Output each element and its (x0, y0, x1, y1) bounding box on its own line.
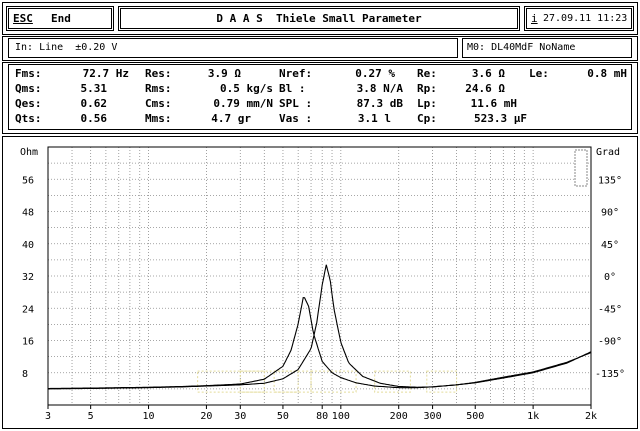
y2-tick-label: -135° (595, 369, 625, 380)
impedance-curve (48, 296, 592, 390)
end-label: End (51, 12, 71, 25)
x-tick-label: 3 (45, 411, 51, 422)
y2-tick-label: 90° (601, 208, 619, 219)
x-tick-label: 300 (424, 411, 442, 422)
marker-box (310, 370, 357, 393)
param-value: 3.6 Ω (471, 67, 505, 80)
y2-axis-unit: Grad (596, 147, 620, 158)
y-tick-label: 8 (22, 369, 28, 380)
param-value: 11.6 mH (470, 97, 517, 110)
param-label: Fms: (15, 67, 42, 80)
marker-box (273, 370, 312, 393)
param-value: 3.1 l (357, 112, 391, 125)
param-value: 4.7 gr (211, 112, 251, 125)
param-value: 72.7 Hz (82, 67, 129, 80)
memory-panel[interactable]: M0: DL40MdF NoName (462, 38, 632, 58)
x-tick-label: 20 (200, 411, 212, 422)
y-axis-unit: Ohm (20, 147, 38, 158)
esc-key-label: ESC (13, 12, 33, 25)
x-tick-label: 200 (390, 411, 408, 422)
param-value: 3.8 N/A (356, 82, 403, 95)
marker-box (239, 370, 265, 393)
param-value: 5.31 (80, 82, 108, 95)
marker-box (374, 370, 411, 393)
param-label: Mms: (145, 112, 172, 125)
param-value: 0.27 % (355, 67, 395, 80)
marker-box (197, 370, 299, 393)
x-tick-label: 100 (332, 411, 350, 422)
input-level-panel[interactable]: In: Line ±0.20 V (8, 38, 458, 58)
impedance-curve (48, 264, 592, 390)
y2-tick-label: -90° (598, 337, 622, 348)
param-label: Qms: (15, 82, 42, 95)
param-label: Nref: (279, 67, 313, 80)
y-tick-label: 40 (22, 240, 34, 251)
param-label: Qts: (15, 112, 42, 125)
param-value: 0.5 kg/s (220, 82, 273, 95)
chart-frame (2, 136, 638, 429)
y-tick-label: 56 (22, 175, 34, 186)
param-label: Rms: (145, 82, 172, 95)
x-tick-label: 500 (466, 411, 484, 422)
param-value: 523.3 µF (474, 112, 527, 125)
param-label: Qes: (15, 97, 42, 110)
chart-grid (48, 147, 591, 405)
y2-tick-label: -45° (598, 304, 622, 315)
x-tick-label: 2k (585, 411, 597, 422)
x-tick-label: 10 (143, 411, 155, 422)
y2-tick-label: 135° (598, 175, 622, 186)
param-label: Lp: (417, 97, 437, 110)
param-value: 24.6 Ω (465, 82, 505, 95)
y-tick-label: 48 (22, 208, 34, 219)
y2-tick-label: 0° (604, 272, 616, 283)
y-tick-label: 16 (22, 337, 34, 348)
app-title: D A A S Thiele Small Parameter (216, 12, 422, 25)
y-tick-label: 32 (22, 272, 34, 283)
param-value: 0.8 mH (587, 67, 627, 80)
y-tick-label: 24 (22, 304, 34, 315)
memory-text: M0: DL40MdF NoName (467, 42, 576, 53)
chart-scroll-handle[interactable] (574, 149, 588, 187)
curves (48, 264, 592, 390)
x-tick-label: 80 (316, 411, 328, 422)
param-value: 0.56 (80, 112, 108, 125)
plot-area-border (47, 146, 592, 406)
param-label: Vas : (279, 112, 313, 125)
param-value: 87.3 dB (356, 97, 403, 110)
y-axis-labels: 56 48 40 32 24 16 8 (22, 175, 34, 380)
title-panel: D A A S Thiele Small Parameter (118, 6, 520, 31)
x-tick-label: 5 (88, 411, 94, 422)
param-value: 3.9 Ω (207, 67, 241, 80)
x-tick-label: 50 (277, 411, 289, 422)
param-label: Cp: (417, 112, 437, 125)
param-label: Res: (145, 67, 172, 80)
parameter-panel: Fms: 72.7 Hz Res: 3.9 Ω Nref: 0.27 % Re:… (8, 64, 632, 130)
param-label: Le: (529, 67, 549, 80)
x-tick-label: 30 (234, 411, 246, 422)
param-label: Rp: (417, 82, 437, 95)
input-level-text: In: Line ±0.20 V (15, 42, 118, 53)
datetime-text: 27.09.11 11:23 (543, 13, 628, 24)
param-value: 0.79 mm/N (213, 97, 273, 110)
datetime-panel: i 27.09.11 11:23 (524, 6, 634, 31)
y2-axis-labels: 135° 90° 45° 0° -45° -90° -135° (595, 175, 625, 380)
param-label: SPL : (279, 97, 313, 110)
x-axis-labels: 3 5 10 20 30 50 80 100 200 300 500 1k 2k (45, 405, 597, 422)
measurement-markers (197, 370, 458, 393)
param-label: Re: (417, 67, 437, 80)
marker-box (426, 370, 458, 393)
info-icon[interactable]: i (531, 12, 538, 25)
x-tick-label: 1k (527, 411, 539, 422)
param-value: 0.62 (80, 97, 108, 110)
esc-end-button[interactable]: ESC End (6, 6, 114, 31)
y2-tick-label: 45° (601, 240, 619, 251)
param-label: Bl : (279, 82, 306, 95)
param-label: Cms: (145, 97, 172, 110)
